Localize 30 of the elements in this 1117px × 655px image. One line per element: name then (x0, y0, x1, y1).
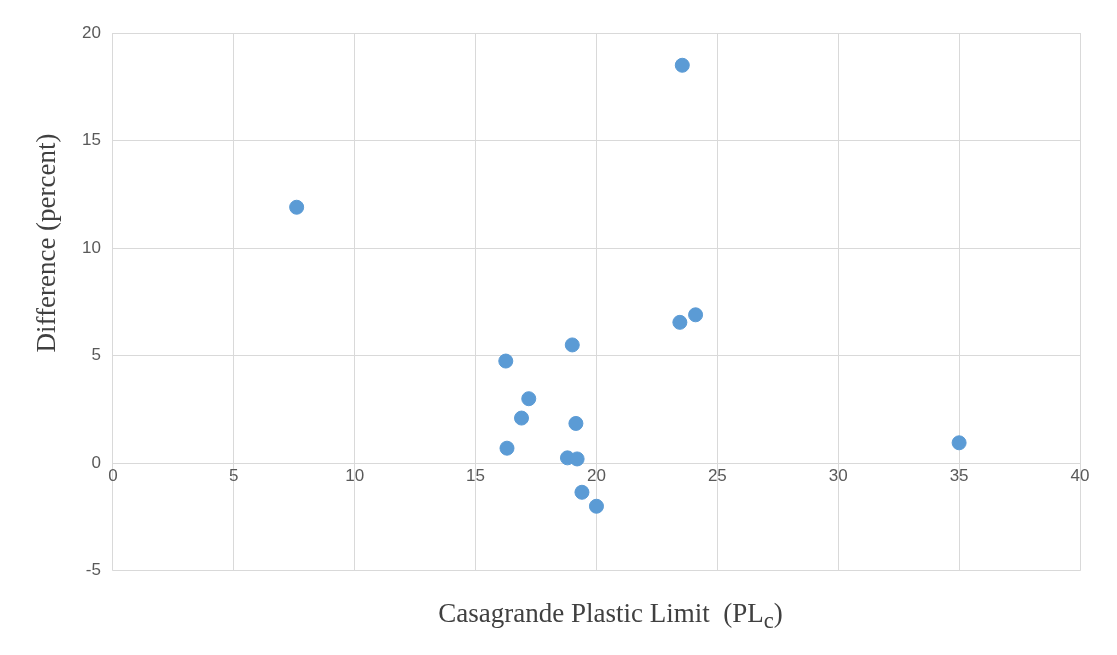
x-axis-title: Casagrande Plastic Limit (PL$_{c}$) (437, 598, 784, 635)
y-tick-label: 10 (81, 237, 101, 257)
y-tick-label: 0 (91, 452, 101, 472)
point (674, 57, 690, 73)
point (564, 337, 580, 353)
y-tick-label: 15 (81, 130, 101, 150)
x-tick-label: 20 (586, 466, 606, 486)
point (498, 353, 514, 369)
x-tick-label: 5 (229, 466, 239, 486)
point (568, 415, 584, 431)
point (499, 440, 515, 456)
x-tick-label: 40 (1070, 466, 1090, 486)
point (521, 391, 537, 407)
point (574, 484, 590, 500)
point (289, 199, 305, 215)
x-tick-label: 35 (949, 466, 969, 486)
y-axis-title: Difference (percent) (30, 133, 62, 353)
y-tick-label: 5 (91, 345, 101, 365)
point (588, 498, 604, 514)
point (951, 435, 967, 451)
x-tick-label: 0 (108, 466, 118, 486)
x-tick-label: 10 (345, 466, 365, 486)
point (672, 314, 688, 330)
y-tick-label: 20 (81, 22, 101, 42)
point (514, 410, 530, 426)
x-tick-label: 25 (707, 466, 727, 486)
x-tick-label: 30 (828, 466, 848, 486)
x-tick-label: 15 (466, 466, 486, 486)
y-tick-label: -5 (85, 560, 101, 580)
point (688, 307, 704, 323)
